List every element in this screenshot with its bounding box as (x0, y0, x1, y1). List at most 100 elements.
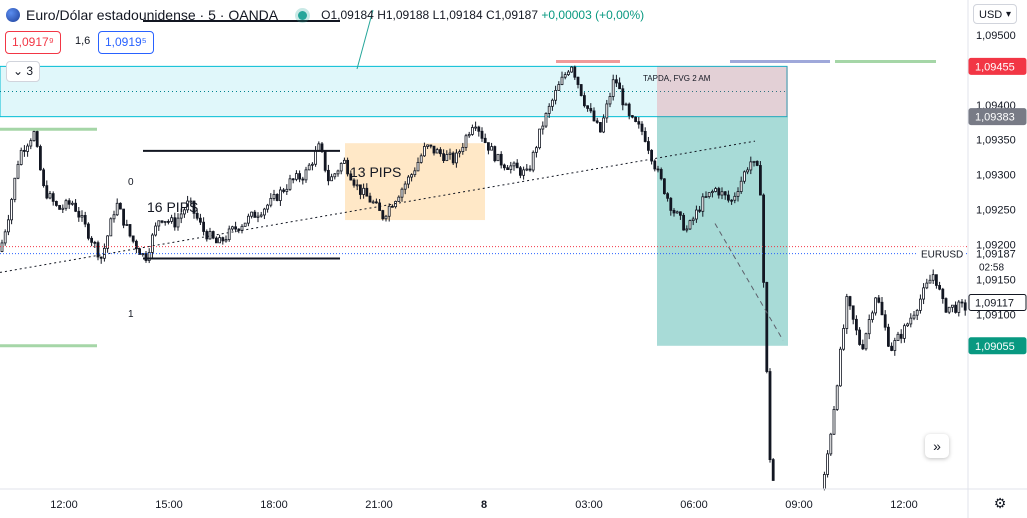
chart-annotation: 0 (128, 177, 134, 188)
candle (400, 187, 404, 202)
candle (16, 160, 20, 180)
candle (883, 310, 887, 331)
candle (349, 170, 353, 181)
candle (682, 212, 685, 231)
candle (173, 212, 177, 231)
buy-button[interactable]: 1,0919⁵ (98, 31, 154, 54)
candle (611, 74, 615, 101)
candle (554, 85, 557, 105)
candle (736, 187, 740, 202)
candle (71, 200, 74, 206)
candle (960, 299, 964, 308)
candle (490, 142, 494, 151)
candle (570, 66, 573, 73)
svg-text:1,09455: 1,09455 (975, 61, 1015, 73)
candle (298, 170, 302, 183)
candle (55, 200, 58, 207)
candle (262, 207, 266, 220)
scroll-to-realtime-button[interactable]: » (925, 434, 949, 458)
candle (432, 145, 436, 156)
candle (134, 239, 138, 254)
candle (19, 147, 23, 166)
candle (304, 166, 308, 183)
candle (963, 299, 967, 316)
candle (858, 327, 861, 346)
price-tick-label: 1,09150 (976, 274, 1016, 286)
candle (733, 192, 737, 204)
candle (22, 145, 26, 157)
price-axis[interactable]: 1,095001,094001,093501,093001,092501,092… (967, 0, 1027, 518)
candle (464, 133, 468, 151)
candle (928, 274, 932, 284)
indicators-toggle-button[interactable]: ⌄ 3 (6, 61, 40, 82)
sell-button[interactable]: 1,0917⁹ (5, 31, 61, 54)
candle (333, 172, 337, 180)
time-axis[interactable]: 12:00 15:00 18:00 21:00 8 03:00 06:00 09:00 12:0… (0, 488, 1027, 511)
currency-selector[interactable]: USD ▾ (973, 4, 1017, 24)
candle (688, 219, 692, 230)
candle (480, 127, 484, 142)
candle (899, 329, 903, 344)
candle (285, 184, 289, 195)
candle (842, 324, 845, 351)
candle (506, 164, 510, 170)
candle (42, 167, 45, 188)
gear-icon[interactable]: ⚙ (993, 495, 1007, 511)
candle (915, 308, 919, 321)
candle (631, 115, 634, 119)
candle (493, 145, 497, 163)
candle (189, 197, 193, 206)
candle (51, 191, 55, 206)
candle (707, 192, 711, 199)
candle (448, 148, 452, 160)
candle (230, 225, 234, 231)
candle (259, 211, 263, 218)
candle (615, 74, 618, 88)
candle (656, 165, 660, 173)
candle (599, 122, 602, 133)
candle (659, 167, 663, 181)
candle (256, 212, 260, 223)
candle (381, 209, 385, 221)
candle (723, 191, 727, 200)
candle (743, 170, 746, 184)
candle (307, 163, 311, 171)
candle (835, 384, 839, 411)
candle (234, 221, 238, 233)
svg-text:1,09055: 1,09055 (975, 341, 1015, 353)
candle (442, 149, 446, 164)
candle (925, 278, 929, 290)
candle (218, 234, 222, 244)
candle (663, 178, 666, 195)
current-price-label: EURUSD 1,09187 02:58 (916, 246, 1016, 274)
symbol-title[interactable]: Euro/Dólar estadounidense · 5 · OANDA (26, 7, 279, 23)
candlestick-series (0, 65, 967, 491)
time-tick-label: 8 (481, 499, 487, 511)
candle (608, 92, 612, 108)
candle (871, 310, 874, 323)
candle (109, 217, 113, 237)
candle (627, 102, 631, 120)
candle (765, 281, 769, 374)
candle (362, 183, 366, 199)
candle (512, 161, 516, 171)
candle (768, 368, 772, 463)
candle (227, 225, 231, 242)
candle (861, 339, 865, 351)
currency-label: USD (979, 9, 1003, 21)
candle (957, 299, 961, 317)
candle (45, 180, 49, 200)
candle (679, 211, 682, 220)
candle (221, 236, 225, 245)
candle (410, 173, 414, 182)
candle (39, 144, 42, 171)
candle (336, 169, 340, 177)
price-labels: 1,09455 1,09383 1,09117 1,09055 EURUSD 1,0918… (916, 57, 1027, 355)
candle (685, 225, 689, 233)
price-tick-label: 1,09500 (976, 30, 1016, 42)
candle (419, 153, 423, 164)
candle (730, 199, 733, 205)
price-tick-label: 1,09100 (976, 309, 1016, 321)
candle (224, 235, 228, 243)
